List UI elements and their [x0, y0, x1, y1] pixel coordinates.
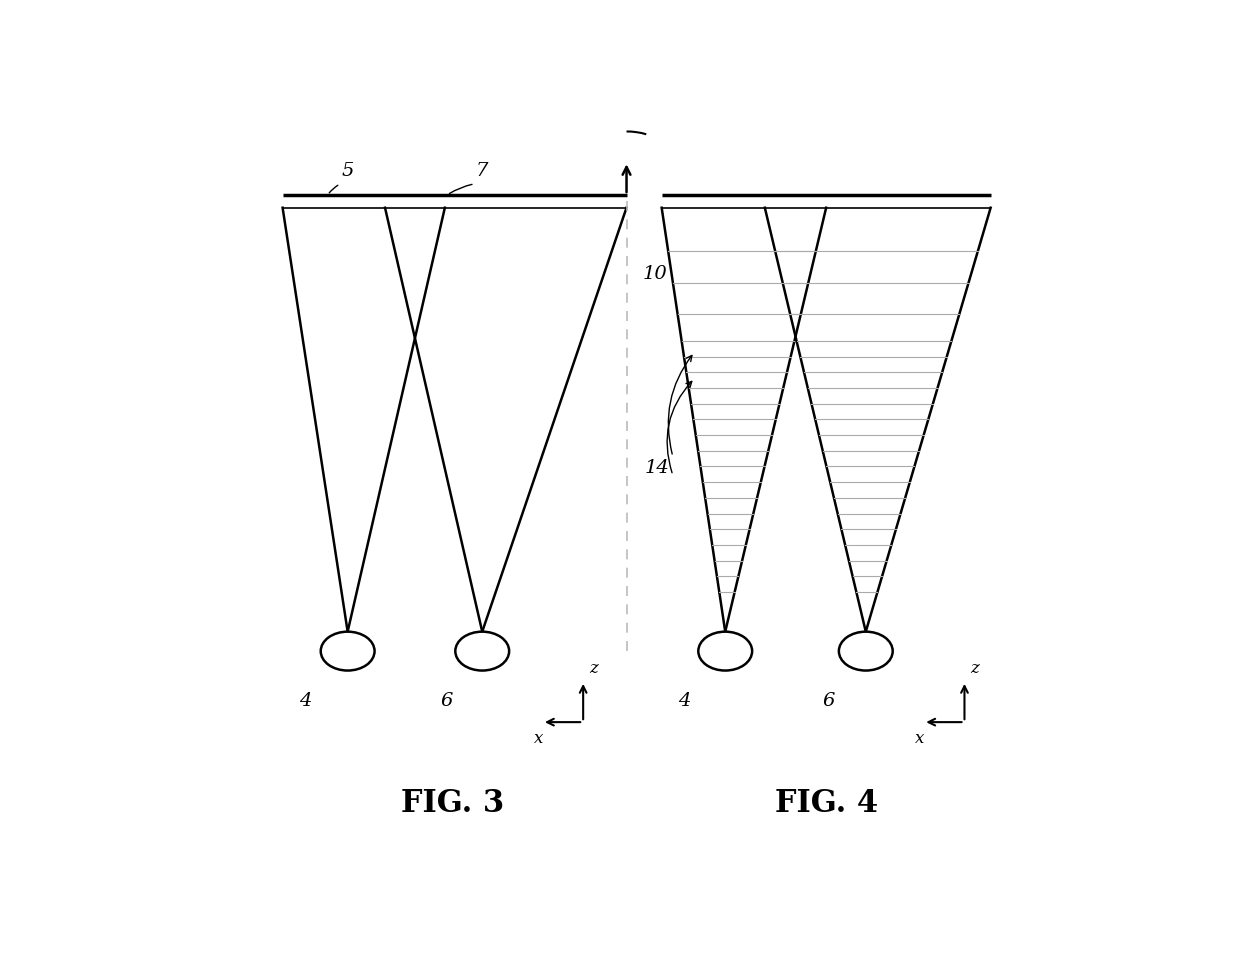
Ellipse shape	[839, 632, 893, 671]
Text: z: z	[971, 659, 980, 677]
Ellipse shape	[321, 632, 374, 671]
Text: 4: 4	[678, 692, 691, 710]
Ellipse shape	[455, 632, 510, 671]
Text: z: z	[589, 659, 598, 677]
Text: 6: 6	[441, 692, 454, 710]
Text: FIG. 4: FIG. 4	[775, 788, 878, 820]
Text: 5: 5	[341, 162, 353, 180]
Text: x: x	[915, 729, 924, 747]
Text: 6: 6	[822, 692, 835, 710]
Text: 4: 4	[299, 692, 311, 710]
Text: FIG. 3: FIG. 3	[401, 788, 503, 820]
Text: 10: 10	[644, 264, 667, 283]
Text: 14: 14	[645, 459, 670, 477]
Ellipse shape	[698, 632, 753, 671]
Text: 7: 7	[476, 162, 489, 180]
Text: x: x	[533, 729, 543, 747]
